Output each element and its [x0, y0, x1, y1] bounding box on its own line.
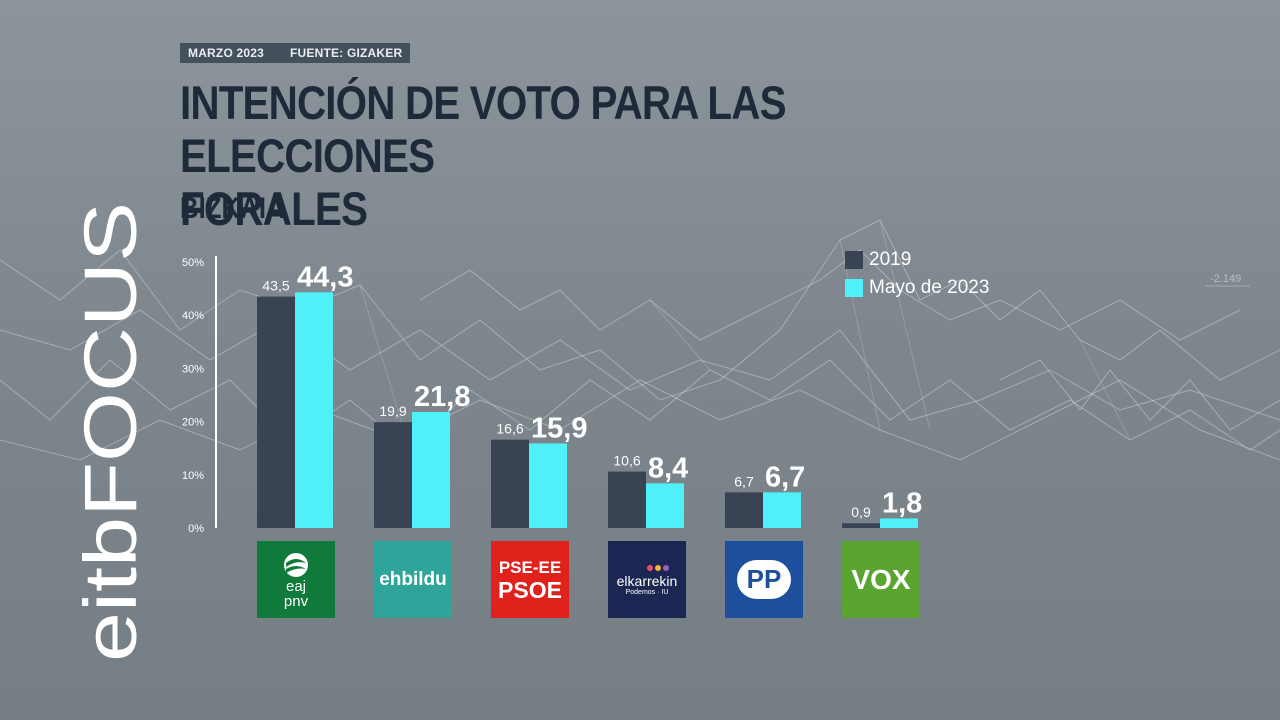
legend-swatch-2023: [845, 279, 863, 297]
y-tick-label: 10%: [182, 470, 204, 482]
elkarrekin-dots-icon: [647, 565, 669, 571]
chart-legend: 2019 Mayo de 2023: [845, 246, 989, 302]
bar-2023: [529, 443, 567, 528]
legend-label-2023: Mayo de 2023: [869, 277, 990, 298]
party-logo-pp: PP: [725, 541, 803, 618]
bar-2023: [412, 412, 450, 528]
legend-swatch-2019: [845, 251, 863, 269]
party-logo-elkarrekin: elkarrekin Podemos · IU: [608, 541, 686, 618]
data-label-2023: 8,4: [648, 452, 688, 484]
party-logo-ehbildu: ehbildu: [374, 541, 452, 618]
data-label-2019: 16,6: [496, 421, 523, 437]
bar-2019: [725, 492, 763, 528]
y-tick-label: 40%: [182, 310, 204, 322]
data-label-2023: 21,8: [414, 381, 470, 413]
bar-2023: [295, 292, 333, 528]
party-logo-text-eaj: eaj: [285, 577, 307, 595]
date-label: MARZO 2023: [188, 46, 265, 60]
party-logo-text-pp: PP: [736, 560, 792, 599]
bar-2023: [763, 492, 801, 528]
y-tick-label: 20%: [182, 417, 204, 429]
y-tick-label: 30%: [182, 363, 204, 375]
data-label-2019: 43,5: [262, 278, 289, 294]
y-tick-label: 0%: [188, 523, 204, 535]
bar-2019: [608, 471, 646, 528]
legend-item-2019: 2019: [845, 246, 989, 274]
eitb-focus-logo-text: eitbFOCUS: [69, 202, 152, 662]
bar-2023: [646, 483, 684, 528]
data-label-2019: 0,9: [851, 504, 871, 520]
chart-title: INTENCIÓN DE VOTO PARA LAS ELECCIONES FO…: [180, 76, 787, 235]
eaj-pnv-emblem-icon: [284, 552, 308, 577]
data-label-2019: 10,6: [613, 453, 640, 469]
source-label: FUENTE: GIZAKER: [290, 46, 403, 60]
bar-2019: [257, 296, 295, 528]
bar-2019: [491, 439, 529, 528]
data-label-2019: 6,7: [734, 473, 754, 489]
party-logo-pse-psoe: PSE-EE PSOE: [491, 541, 569, 618]
legend-item-2023: Mayo de 2023: [845, 274, 989, 302]
party-logo-vox: VOX: [842, 541, 920, 618]
bar-2023: [880, 518, 918, 528]
party-logo-text-pse-ee: PSE-EE: [498, 557, 562, 577]
data-label-2023: 6,7: [765, 461, 805, 493]
eitb-focus-logo: eitbFOCUS: [56, 200, 166, 670]
data-label-2023: 15,9: [531, 412, 587, 444]
party-logo-text-vox: VOX: [851, 563, 911, 595]
bar-2019: [374, 422, 412, 528]
party-logo-text-podemos: Podemos · IU: [625, 589, 669, 596]
bar-2019: [842, 523, 880, 528]
watermark-value: -2.149: [1210, 273, 1241, 285]
party-logo-text-pnv: pnv: [283, 592, 309, 610]
party-logo-eaj-pnv: eaj pnv: [257, 541, 335, 618]
legend-label-2019: 2019: [869, 249, 912, 270]
data-label-2023: 1,8: [882, 487, 922, 519]
y-tick-label: 50%: [182, 257, 204, 269]
party-logo-text-elkarrekin: elkarrekin: [616, 573, 678, 589]
party-logo-text-ehbildu: ehbildu: [379, 568, 447, 590]
data-label-2019: 19,9: [379, 403, 406, 419]
party-logo-text-psoe: PSOE: [498, 576, 562, 603]
chart-subtitle: BIZKAIA: [180, 192, 285, 225]
data-label-2023: 44,3: [297, 261, 353, 293]
source-tag-bar: MARZO 2023 FUENTE: GIZAKER: [180, 43, 411, 63]
